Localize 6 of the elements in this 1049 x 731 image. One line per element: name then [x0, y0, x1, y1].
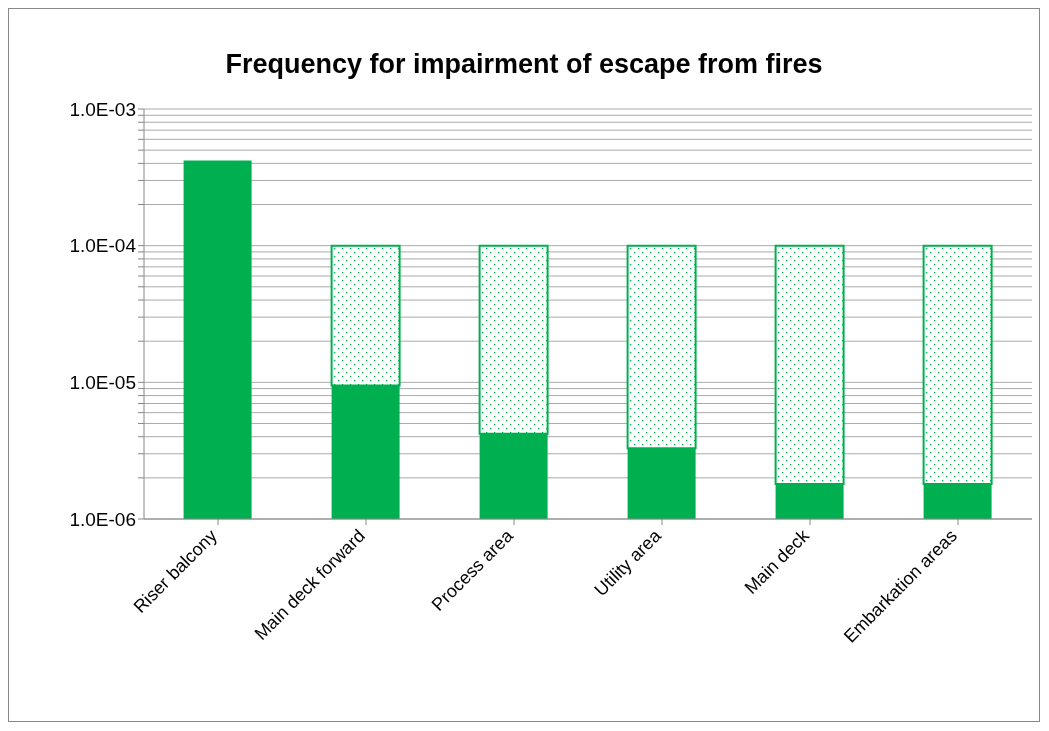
y-tick-label: 1.0E-05	[69, 372, 136, 394]
y-tick-label: 1.0E-03	[69, 98, 136, 120]
y-tick-label: 1.0E-06	[69, 508, 136, 530]
y-tick-label: 1.0E-04	[69, 235, 137, 257]
chart-title: Frequency for impairment of escape from fires	[224, 49, 824, 81]
bar	[183, 160, 252, 519]
